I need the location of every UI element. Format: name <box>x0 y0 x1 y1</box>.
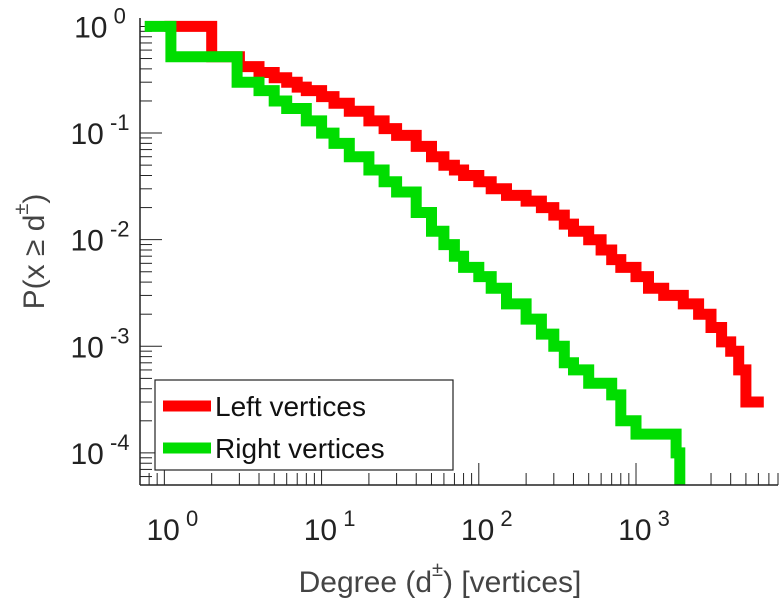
series-line-right-vertices <box>144 20 686 485</box>
x-tick-label: 10 1 <box>304 506 356 547</box>
x-tick-label: 10 0 <box>146 506 198 547</box>
y-axis-label: P(x ≥ d±) <box>11 194 51 310</box>
legend-label-left-vertices: Left vertices <box>215 391 366 422</box>
y-tick-label: 10 -1 <box>70 110 129 151</box>
legend: Left vertices Right vertices <box>154 379 454 471</box>
y-tick-label: 10 0 <box>74 3 126 44</box>
y-tick-label: 10 -2 <box>70 217 129 258</box>
x-tick-labels: 10 0 10 1 10 2 10 3 <box>146 506 669 547</box>
y-tick-labels: 10 0 10 -1 10 -2 10 -3 10 -4 <box>70 3 129 470</box>
series-line-left-vertices <box>164 20 764 408</box>
x-tick-label: 10 2 <box>461 506 513 547</box>
y-tick-label: 10 -3 <box>70 323 129 364</box>
x-tick-label: 10 3 <box>618 506 670 547</box>
x-axis-label: Degree (d±) [vertices] <box>299 559 582 599</box>
legend-label-right-vertices: Right vertices <box>215 433 385 464</box>
y-tick-label: 10 -4 <box>70 430 129 471</box>
legend-box <box>154 379 454 471</box>
